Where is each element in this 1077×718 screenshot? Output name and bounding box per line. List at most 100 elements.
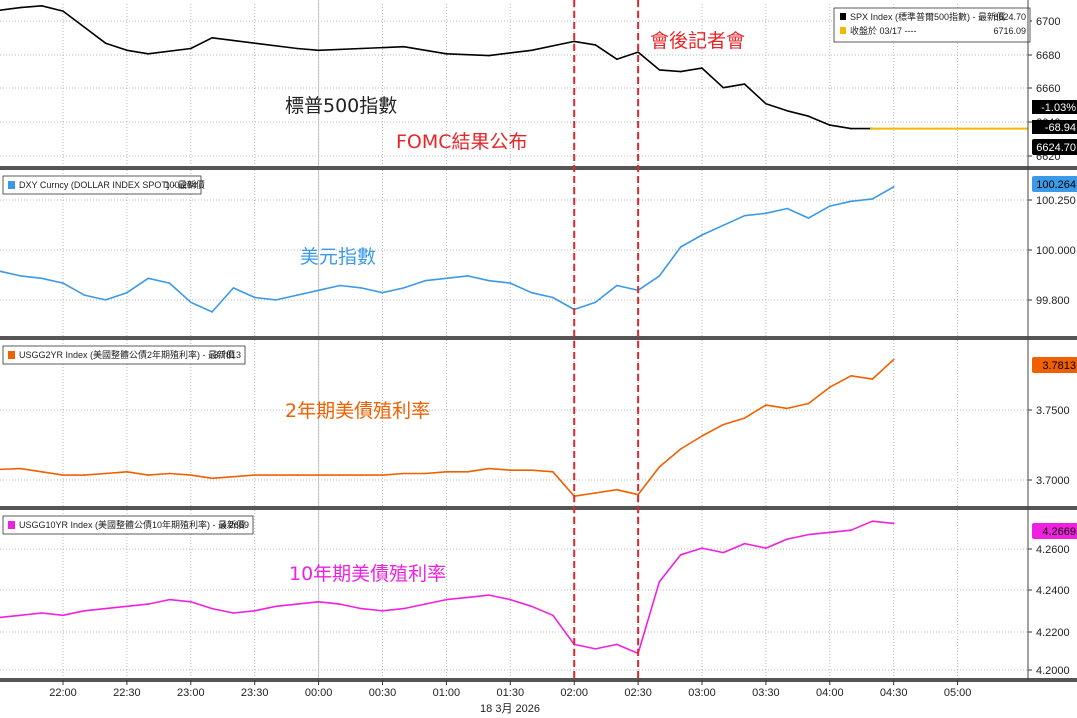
change-abs-badge [1032, 120, 1077, 134]
data-point-spx [83, 26, 86, 28]
data-point-spx [679, 70, 682, 73]
y-tick-label: 3.7500 [1036, 405, 1070, 417]
data-point-us2y [466, 471, 469, 473]
data-point-dxy [722, 224, 725, 227]
data-point-us10y [658, 580, 661, 583]
data-point-us2y [360, 474, 363, 476]
data-point-spx [765, 102, 767, 105]
data-point-spx [126, 49, 128, 52]
data-point-us2y [275, 474, 277, 476]
data-point-spx [807, 115, 810, 117]
data-point-dxy [317, 289, 320, 292]
data-point-spx [253, 42, 256, 44]
data-point-dxy [147, 277, 149, 280]
data-point-spx [722, 86, 725, 89]
data-point-dxy [850, 200, 852, 203]
x-tick-label: 01:30 [497, 687, 525, 699]
data-point-dxy [232, 287, 235, 289]
data-point-spx [296, 47, 299, 50]
data-point-us2y [765, 404, 767, 406]
x-tick-label: 02:30 [624, 687, 652, 699]
legend: DXY Curncy (DOLLAR INDEX SPOT) - 最新價100.… [2, 175, 205, 195]
data-point-dxy [829, 205, 831, 207]
data-point-spx [190, 47, 192, 50]
event-label: FOMC結果公布 [396, 131, 528, 153]
legend-swatch [8, 351, 15, 359]
last-value-label: 6624.70 [1036, 142, 1076, 154]
data-point-dxy [168, 282, 171, 284]
data-point-dxy [126, 291, 128, 294]
data-point-dxy [62, 282, 64, 284]
data-point-dxy [40, 277, 43, 280]
data-point-us10y [296, 603, 299, 605]
data-point-us2y [722, 423, 725, 426]
last-value-badge [1032, 357, 1077, 373]
data-point-us2y [616, 488, 618, 491]
data-point-us2y [850, 375, 852, 377]
y-tick-label: 4.2400 [1036, 585, 1070, 597]
event-label: 會後記者會 [650, 30, 745, 52]
data-point-us2y [829, 386, 831, 388]
data-point-spx [40, 4, 43, 7]
change-pct-value: -1.03% [1041, 102, 1076, 114]
legend-swatch [840, 13, 846, 20]
data-point-us10y [871, 520, 874, 522]
panel-separator [0, 678, 1077, 682]
data-point-dxy [104, 299, 107, 301]
data-point-us10y [317, 601, 320, 603]
data-point-spx [573, 40, 575, 43]
data-point-dxy [445, 277, 448, 280]
last-value-badge [1032, 176, 1077, 192]
data-point-spx [530, 49, 533, 52]
legend-box [2, 175, 202, 195]
panel-separator [0, 336, 1077, 340]
y-tick-label: 4.2000 [1036, 665, 1070, 677]
data-point-dxy [275, 299, 277, 301]
data-point-us2y [126, 471, 128, 473]
data-point-dxy [339, 284, 341, 287]
data-point-us10y [743, 542, 746, 545]
data-point-spx [62, 10, 64, 12]
data-point-us2y [104, 472, 107, 475]
data-point-us10y [594, 648, 597, 650]
y-tick-label: 100.250 [1036, 195, 1076, 207]
data-point-us10y [829, 531, 831, 534]
y-tick-label: 4.2600 [1036, 544, 1070, 556]
data-point-dxy [530, 291, 533, 294]
data-point-spx [317, 49, 320, 52]
series-title: 美元指數 [300, 246, 376, 268]
x-tick-label: 04:30 [880, 687, 908, 699]
data-point-dxy [807, 217, 810, 219]
data-point-us10y [381, 610, 384, 612]
series-title: 標普500指數 [285, 95, 397, 117]
x-tick-label: 04:00 [816, 687, 844, 699]
data-point-us10y [339, 603, 341, 605]
data-point-us2y [871, 378, 874, 380]
legend-box [2, 515, 254, 535]
legend-value: 6624.70 [993, 12, 1026, 22]
x-tick-label: 02:00 [560, 687, 588, 699]
data-point-us2y [40, 471, 43, 473]
data-point-dxy [466, 275, 469, 277]
legend-swatch [8, 181, 15, 189]
data-point-dxy [679, 246, 682, 248]
x-tick-label: 00:30 [369, 687, 397, 699]
legend-swatch [8, 521, 15, 529]
data-point-us2y [211, 477, 213, 480]
data-point-dxy [701, 234, 703, 236]
data-point-dxy [211, 311, 213, 313]
data-point-us2y [743, 417, 746, 419]
legend-value: 100.264 [164, 180, 197, 190]
panel-separator [0, 166, 1077, 170]
panel-separator [0, 506, 1077, 510]
data-point-dxy [509, 282, 512, 284]
data-point-dxy [616, 284, 618, 287]
data-point-us10y [83, 610, 86, 612]
data-point-us10y [722, 551, 725, 554]
legend-value: 4.2669 [221, 520, 249, 530]
legend-label: SPX Index (標準普爾500指數) - 最新價 [850, 11, 1005, 22]
last-value-label: 4.2669 [1042, 526, 1076, 538]
